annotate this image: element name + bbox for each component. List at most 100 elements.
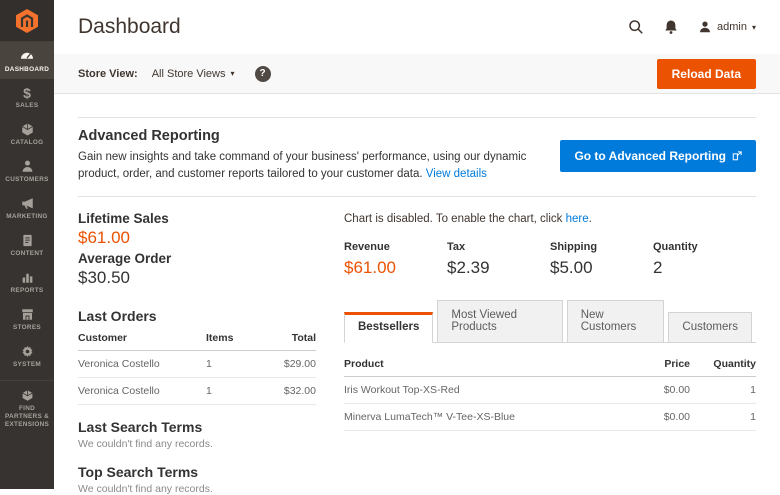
sidebar-item-customers[interactable]: CUSTOMERS	[0, 153, 54, 190]
chart-disabled-notice: Chart is disabled. To enable the chart, …	[344, 213, 756, 225]
bestseller-row[interactable]: Iris Workout Top-XS-Red $0.00 1	[344, 376, 756, 404]
page-title: Dashboard	[78, 15, 181, 38]
last-orders-section: Last Orders Customer Items Total	[78, 308, 316, 405]
advanced-reporting-title: Advanced Reporting	[78, 128, 220, 144]
top-search-terms-section: Top Search Terms We couldn't find any re…	[78, 464, 316, 495]
help-icon[interactable]: ?	[254, 65, 271, 82]
system-gear-icon	[22, 345, 32, 358]
content-page-icon	[22, 234, 32, 247]
column-header-items: Items	[206, 326, 258, 351]
stores-storefront-icon	[21, 309, 33, 320]
dashboard-left-column: Lifetime Sales $61.00 Average Order $30.…	[78, 211, 316, 495]
column-header-quantity: Quantity	[690, 352, 756, 377]
bestseller-quantity: 1	[690, 376, 756, 404]
metric-quantity: Quantity 2	[653, 241, 756, 278]
advanced-reporting-description: Gain new insights and take command of yo…	[78, 151, 527, 181]
average-order-kpi: Average Order $30.50	[78, 251, 316, 288]
metrics-row: Revenue $61.00 Tax $2.39 Shipping $5.00	[344, 241, 756, 278]
tab-customers[interactable]: Customers	[668, 311, 752, 342]
sidebar-item-sales[interactable]: $ SALES	[0, 79, 54, 116]
sidebar-item-system[interactable]: SYSTEM	[0, 338, 54, 375]
bestseller-price: $0.00	[618, 376, 690, 404]
top-search-terms-title: Top Search Terms	[78, 463, 199, 480]
last-order-row[interactable]: Veronica Costello 1 $32.00	[78, 377, 316, 405]
bestseller-product: Iris Workout Top-XS-Red	[344, 376, 618, 404]
last-search-terms-section: Last Search Terms We couldn't find any r…	[78, 419, 316, 450]
sidebar-item-label: CATALOG	[10, 139, 44, 146]
go-to-advanced-reporting-label: Go to Advanced Reporting	[574, 148, 726, 163]
sidebar-item-find-partners[interactable]: FIND PARTNERS & EXTENSIONS	[0, 380, 54, 437]
sidebar-item-dashboard[interactable]: DASHBOARD	[0, 42, 54, 79]
sidebar-item-stores[interactable]: STORES	[0, 301, 54, 338]
order-total: $29.00	[258, 350, 316, 378]
page-header: Dashboard	[54, 0, 780, 54]
admin-username: admin	[717, 21, 747, 33]
enable-chart-link[interactable]: here	[565, 212, 589, 225]
admin-user-menu[interactable]: admin ▾	[698, 20, 756, 34]
sidebar-item-label: SYSTEM	[12, 361, 42, 368]
metric-label: Revenue	[344, 240, 390, 253]
sidebar-item-content[interactable]: CONTENT	[0, 227, 54, 264]
header-actions: admin ▾	[628, 19, 756, 35]
chart-disabled-text: Chart is disabled. To enable the chart, …	[344, 212, 566, 225]
sidebar-item-reports[interactable]: REPORTS	[0, 264, 54, 301]
advanced-reporting-banner: Advanced Reporting Gain new insights and…	[78, 117, 756, 197]
admin-sidebar: DASHBOARD $ SALES CATALOG CUSTOMERS MAR	[0, 0, 54, 489]
sales-dollar-icon: $	[23, 84, 31, 101]
sidebar-item-label: MARKETING	[6, 213, 48, 220]
bestseller-quantity: 1	[690, 403, 756, 431]
bestseller-price: $0.00	[618, 403, 690, 431]
chart-disabled-suffix: .	[588, 212, 592, 225]
dashboard-right-column: Chart is disabled. To enable the chart, …	[344, 211, 756, 495]
marketing-megaphone-icon	[21, 198, 33, 209]
sidebar-item-label: SALES	[15, 101, 39, 109]
metric-value: $2.39	[447, 257, 490, 277]
last-order-row[interactable]: Veronica Costello 1 $29.00	[78, 350, 316, 378]
search-icon[interactable]	[628, 19, 644, 35]
view-details-link[interactable]: View details	[425, 168, 487, 181]
order-total: $32.00	[258, 377, 316, 405]
metric-value: 2	[653, 257, 663, 277]
sidebar-item-marketing[interactable]: MARKETING	[0, 190, 54, 227]
metric-tax: Tax $2.39	[447, 241, 550, 278]
metric-shipping: Shipping $5.00	[550, 241, 653, 278]
store-view-selector[interactable]: All Store Views ▾	[152, 68, 235, 80]
sidebar-item-label: CONTENT	[10, 250, 44, 257]
tab-new-customers[interactable]: New Customers	[566, 299, 665, 342]
sidebar-item-label: STORES	[13, 324, 41, 331]
average-order-value: $30.50	[78, 267, 130, 287]
sidebar-item-label: DASHBOARD	[4, 65, 50, 73]
metric-label: Tax	[447, 240, 466, 253]
store-view-toolbar: Store View: All Store Views ▾ ? Reload D…	[54, 54, 780, 94]
column-header-customer: Customer	[78, 326, 206, 351]
magento-logo[interactable]	[0, 0, 54, 42]
reports-bars-icon	[22, 273, 32, 283]
metric-label: Shipping	[550, 240, 598, 253]
tab-bestsellers[interactable]: Bestsellers	[344, 311, 434, 343]
column-header-price: Price	[618, 352, 690, 377]
sidebar-item-label: CUSTOMERS	[5, 176, 49, 183]
catalog-cube-icon	[21, 123, 33, 136]
go-to-advanced-reporting-button[interactable]: Go to Advanced Reporting	[560, 139, 756, 172]
column-header-product: Product	[344, 352, 618, 377]
average-order-label: Average Order	[78, 250, 172, 266]
dashboard-grid: Lifetime Sales $61.00 Average Order $30.…	[78, 211, 756, 495]
reload-data-button[interactable]: Reload Data	[656, 58, 756, 89]
sidebar-item-catalog[interactable]: CATALOG	[0, 116, 54, 153]
chevron-down-icon: ▾	[751, 22, 756, 32]
user-avatar-icon	[700, 21, 711, 33]
notifications-bell-icon[interactable]	[664, 19, 678, 35]
store-view-label: Store View:	[78, 67, 138, 80]
external-link-icon	[732, 151, 742, 160]
magento-logo-icon	[16, 8, 38, 33]
tab-most-viewed-products[interactable]: Most Viewed Products	[437, 299, 563, 342]
order-customer: Veronica Costello	[78, 377, 206, 405]
bestseller-row[interactable]: Minerva LumaTech™ V-Tee-XS-Blue $0.00 1	[344, 403, 756, 431]
lifetime-sales-kpi: Lifetime Sales $61.00	[78, 211, 316, 248]
column-header-total: Total	[258, 326, 316, 351]
sidebar-item-label: REPORTS	[10, 287, 44, 294]
order-items: 1	[206, 350, 258, 378]
bestsellers-table: Product Price Quantity Iris Workout Top-…	[344, 352, 756, 431]
last-search-terms-empty: We couldn't find any records.	[78, 437, 213, 450]
